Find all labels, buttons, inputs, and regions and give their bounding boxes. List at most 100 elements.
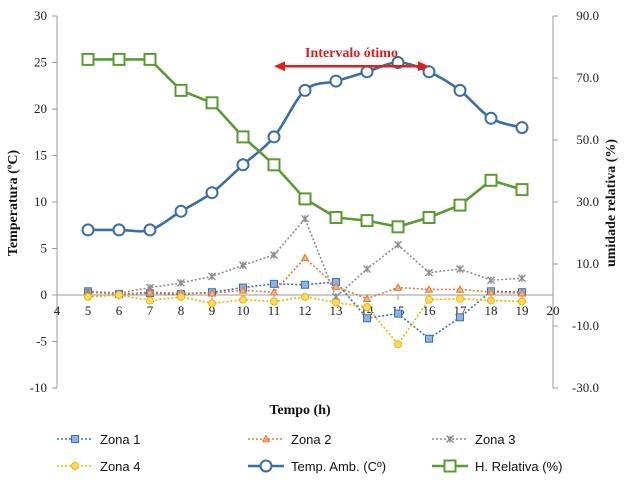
legend-label: Temp. Amb. (Cº) <box>291 459 386 474</box>
x-tick-label: 18 <box>485 303 498 318</box>
data-point <box>360 214 374 228</box>
data-point <box>394 340 402 349</box>
data-point <box>239 295 247 304</box>
data-point <box>267 130 281 144</box>
data-point <box>207 288 217 297</box>
legend-swatch-marker <box>443 459 457 473</box>
data-point <box>425 268 433 277</box>
legend-item: Zona 1 <box>57 432 140 447</box>
legend-label: Zona 4 <box>100 459 140 474</box>
x-tick-label: 10 <box>237 303 250 318</box>
legend-item: Zona 3 <box>432 432 515 447</box>
data-point <box>205 96 219 110</box>
data-point <box>115 291 123 299</box>
data-point <box>270 279 278 288</box>
data-point <box>177 292 185 301</box>
series-zona-2 <box>83 253 527 303</box>
data-point <box>112 52 126 66</box>
series-temp-amb-c <box>81 56 529 237</box>
data-point <box>362 294 372 303</box>
data-point <box>329 74 343 88</box>
y-tick-label: 20 <box>34 101 47 116</box>
x-axis-title: Tempo (h) <box>269 403 331 418</box>
y-tick-label: 30 <box>34 8 47 23</box>
y2-tick-label: 10.0 <box>576 256 599 271</box>
data-point <box>515 121 529 135</box>
y2-tick-label: -10.0 <box>572 318 599 333</box>
y2-tick-label: -30.0 <box>572 380 599 395</box>
data-point <box>456 313 464 322</box>
y-axis-title: Temperatura (ºC) <box>6 149 21 256</box>
data-point <box>329 211 343 224</box>
data-point <box>422 65 436 79</box>
data-point <box>300 253 310 262</box>
y2-tick-label: 70.0 <box>576 70 599 85</box>
data-point <box>174 83 188 97</box>
legend-swatch-marker <box>446 435 454 443</box>
legend-swatch-marker <box>259 459 273 473</box>
series-layer <box>81 52 529 349</box>
data-point <box>487 296 495 305</box>
data-point <box>484 111 498 125</box>
data-point <box>208 272 216 281</box>
y-tick-label: 25 <box>34 55 47 70</box>
y-tick-label: 15 <box>34 148 47 163</box>
data-point <box>81 223 95 237</box>
data-point <box>174 204 188 218</box>
data-point <box>518 297 526 306</box>
data-point <box>394 309 402 318</box>
data-point <box>425 295 433 304</box>
y2-tick-label: 30.0 <box>576 194 599 209</box>
data-point <box>238 285 248 294</box>
data-point <box>486 287 496 296</box>
data-point <box>487 276 495 285</box>
data-point <box>453 198 467 212</box>
chart-axes: -10 -5 0 5 10 15 20 25 30 -30.0 -10.0 10.0 30.0 50.0 7… <box>30 8 599 395</box>
y2-tick-label: 90.0 <box>576 8 599 23</box>
data-point <box>393 283 403 291</box>
data-point <box>301 214 309 223</box>
annotation-arrow-head-right <box>418 61 429 72</box>
data-point <box>301 292 309 301</box>
y-tick-label: 5 <box>41 241 48 256</box>
data-point <box>363 264 371 273</box>
data-point <box>332 298 340 307</box>
data-point <box>298 192 312 206</box>
annotation-layer: Intervalo ótimo <box>274 46 429 72</box>
legend-swatch-marker <box>71 435 79 443</box>
data-point <box>205 186 219 200</box>
data-point <box>360 65 374 79</box>
legend-label: H. Relativa (%) <box>475 459 562 474</box>
legend-swatch-marker <box>261 434 271 443</box>
data-point <box>456 264 464 273</box>
data-point <box>456 294 464 303</box>
x-tick-label: 11 <box>268 303 281 318</box>
x-tick-label: 13 <box>330 303 343 318</box>
data-point <box>143 52 157 66</box>
x-tick-label: 12 <box>299 303 312 318</box>
data-point <box>208 299 216 308</box>
y-tick-label: -5 <box>36 334 47 349</box>
data-point <box>143 223 157 237</box>
legend-item: Zona 4 <box>57 459 140 474</box>
data-point <box>394 240 402 249</box>
legend: Zona 1 Zona 2 Zona 3 Zona 4 Temp. Amb. (Cº) H… <box>57 432 562 474</box>
data-point <box>270 251 278 260</box>
data-point <box>239 261 247 270</box>
annotation-arrow-head-left <box>274 61 285 72</box>
series-zona-4 <box>84 291 526 349</box>
data-point <box>363 314 371 323</box>
data-point <box>298 83 312 97</box>
legend-swatch-marker <box>71 462 79 470</box>
y2-tick-label: 50.0 <box>576 132 599 147</box>
data-point <box>112 223 126 237</box>
series-line <box>87 294 523 346</box>
y-tick-label: 10 <box>34 194 47 209</box>
data-point <box>484 173 498 187</box>
data-point <box>270 297 278 306</box>
y2-axis-title: umidade relativa (%) <box>604 139 619 267</box>
data-point <box>455 284 465 293</box>
data-point <box>391 220 405 234</box>
legend-label: Zona 3 <box>475 432 515 447</box>
